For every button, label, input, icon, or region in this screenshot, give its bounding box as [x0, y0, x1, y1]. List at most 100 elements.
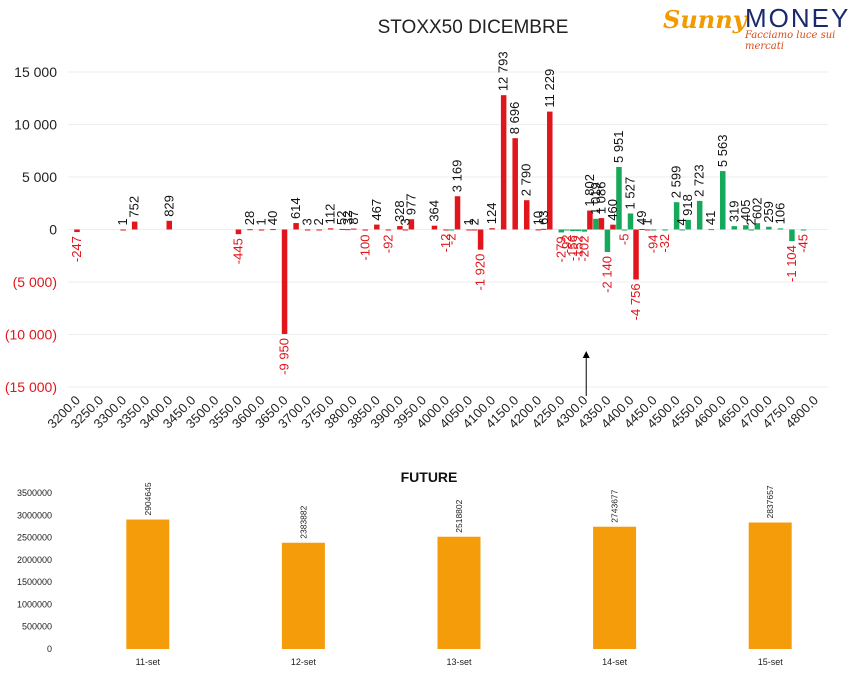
- data-label: -12: [438, 234, 453, 253]
- data-label: 2: [311, 218, 326, 225]
- data-label: -445: [230, 238, 245, 264]
- bar-strike-4575: [708, 229, 714, 231]
- bar-strike-3925: [408, 219, 415, 230]
- bar-strike-4325: [593, 218, 599, 230]
- data-label: 32: [340, 211, 355, 225]
- future-y-tick-label: 2000000: [17, 555, 52, 565]
- bar-strike-3700: [304, 229, 311, 231]
- bar-strike-3750: [327, 228, 334, 230]
- bar-strike-3850: [374, 224, 380, 230]
- bar-strike-4337: [598, 218, 605, 230]
- bar-strike-4362: [610, 224, 616, 230]
- bar-strike-4550: [696, 200, 703, 230]
- future-bar-15-set: [748, 522, 792, 649]
- data-label: 41: [703, 211, 718, 225]
- data-label: 28: [242, 211, 257, 225]
- bar-strike-4262: [564, 229, 570, 231]
- bar-strike-4062: [471, 229, 478, 231]
- data-label: 5 563: [715, 135, 730, 168]
- bar-strike-3675: [293, 223, 299, 230]
- logo-brand-money: MONEY: [745, 3, 851, 33]
- logo-tagline: Facciamo luce sui mercati: [745, 30, 836, 52]
- bar-strike-4500: [673, 202, 680, 230]
- bar-strike-4212: [541, 228, 547, 230]
- y-tick-label: (15 000): [5, 379, 57, 395]
- bar-strike-4600: [720, 171, 726, 230]
- future-data-label: 2904645: [143, 482, 153, 515]
- future-y-tick-label: 3500000: [17, 488, 52, 498]
- data-label: -4 756: [628, 283, 643, 320]
- stoxx50-open-interest-chart: STOXX50 DICEMBRE 15 000 10 000 5 000 0 (5 00…: [5, 17, 828, 432]
- bar-strike-4400: [627, 213, 634, 230]
- bar-strike-3912: [402, 229, 409, 231]
- data-label: -2: [444, 234, 459, 246]
- future-data-label: 2383882: [298, 505, 308, 538]
- data-label: 1 802: [582, 174, 597, 207]
- future-x-tick-label: 15-set: [758, 657, 784, 667]
- future-bar-12-set: [281, 542, 325, 649]
- bar-strike-4050: [466, 229, 472, 231]
- bar-strike-3975: [431, 225, 438, 230]
- bar-strike-4425: [639, 228, 645, 230]
- bar-strike-3875: [385, 229, 392, 231]
- y-tick-label: (10 000): [5, 327, 57, 343]
- logo-brand-sunny: Sunny: [663, 5, 747, 34]
- data-label: 829: [161, 195, 176, 217]
- data-label: 1 019: [588, 182, 603, 215]
- data-label: -32: [657, 234, 672, 253]
- bar-strike-4175: [523, 200, 530, 230]
- data-label: 4: [674, 218, 689, 225]
- future-bar-13-set: [437, 536, 481, 649]
- data-label: 2: [743, 218, 758, 225]
- data-label: 40: [265, 211, 280, 225]
- data-label: 319: [726, 200, 741, 222]
- future-x-tick-label: 11-set: [136, 657, 161, 667]
- data-label: 752: [127, 196, 142, 218]
- bar-strike-3825: [362, 229, 369, 231]
- data-label: 918: [680, 194, 695, 216]
- data-label: -1 104: [784, 245, 799, 282]
- data-label: 1 527: [623, 177, 638, 210]
- bar-strike-3900: [397, 226, 403, 230]
- y-tick-label: 15 000: [14, 64, 57, 80]
- future-bar-14-set: [593, 526, 637, 649]
- bar-strike-4300: [581, 229, 588, 232]
- future-y-tick-label: 0: [47, 644, 52, 654]
- data-label: -2 140: [599, 256, 614, 293]
- bar-strike-3787: [345, 229, 351, 231]
- data-label: 3: [300, 218, 315, 225]
- bar-strike-3400: [166, 220, 172, 230]
- bar-strike-3625: [270, 229, 276, 231]
- bar-strike-3300: [120, 229, 126, 231]
- data-label: 2 599: [669, 166, 684, 199]
- y-tick-label: 0: [49, 222, 57, 238]
- bar-strike-4150: [512, 138, 518, 230]
- data-label: -92: [380, 234, 395, 253]
- future-chart-title: FUTURE: [401, 469, 458, 485]
- data-label: 460: [605, 199, 620, 221]
- data-label: 12 793: [496, 51, 511, 91]
- future-volume-chart: FUTURE 3500000 3000000 2500000 2000000 15000…: [17, 469, 792, 667]
- y-tick-label: 10 000: [14, 117, 57, 133]
- data-label: -45: [795, 234, 810, 253]
- data-label: 614: [288, 197, 303, 219]
- data-label: -247: [69, 236, 84, 262]
- data-label: -9 950: [277, 338, 292, 375]
- future-x-tick-label: 12-set: [291, 657, 317, 667]
- data-label: -202: [576, 236, 591, 262]
- bar-strike-4775: [800, 229, 807, 231]
- data-label: 10: [530, 211, 545, 225]
- data-label: 467: [369, 199, 384, 221]
- data-label: 3 169: [450, 160, 465, 193]
- bar-strike-4125: [500, 95, 507, 230]
- future-y-tick-label: 1000000: [17, 599, 52, 609]
- bar-strike-4025: [454, 196, 461, 230]
- x-axis-labels: 3200.03250.03300.03350.03400.03450.03500…: [44, 393, 821, 432]
- bar-strike-4750: [789, 229, 795, 242]
- future-data-label: 2743677: [610, 489, 620, 522]
- data-label: 977: [403, 194, 418, 216]
- future-x-axis-labels: 11-set 12-set 13-set 14-set 15-set: [136, 657, 784, 667]
- bar-strike-4725: [777, 228, 784, 230]
- data-label: 405: [738, 200, 753, 222]
